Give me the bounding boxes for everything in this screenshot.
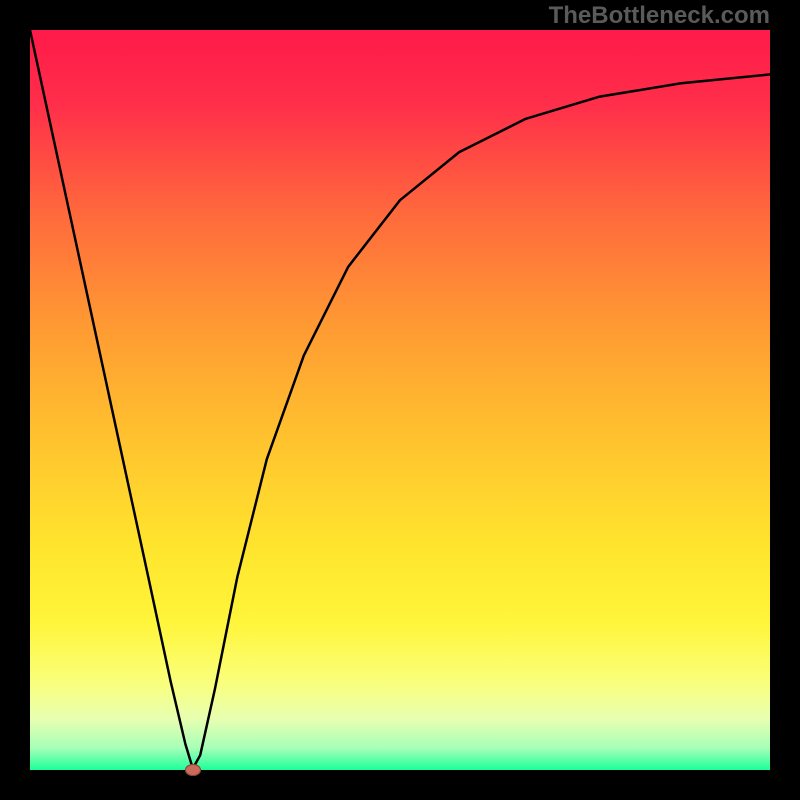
chart-container: TheBottleneck.com — [0, 0, 800, 800]
min-point-marker — [185, 764, 201, 776]
watermark-text: TheBottleneck.com — [549, 2, 770, 30]
curve-svg — [30, 30, 770, 770]
plot-area — [30, 30, 770, 770]
